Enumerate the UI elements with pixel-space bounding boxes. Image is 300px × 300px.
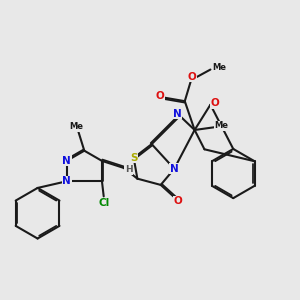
Text: S: S (130, 153, 137, 163)
Text: N: N (62, 176, 71, 186)
Text: Me: Me (214, 121, 228, 130)
Text: O: O (188, 72, 196, 82)
Text: O: O (173, 196, 182, 206)
Text: Me: Me (69, 122, 83, 131)
Text: H: H (125, 165, 133, 174)
Text: Cl: Cl (98, 198, 109, 208)
Text: O: O (156, 91, 165, 101)
Text: N: N (62, 156, 71, 166)
Text: Me: Me (212, 63, 226, 72)
Text: N: N (170, 164, 178, 174)
Text: N: N (173, 109, 182, 119)
Text: O: O (210, 98, 219, 108)
